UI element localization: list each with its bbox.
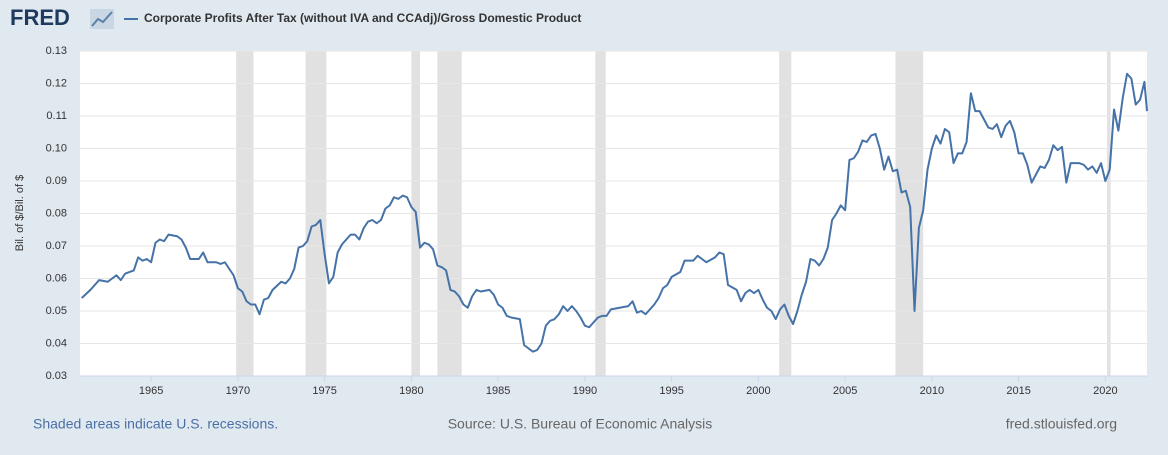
x-tick-label: 2005 <box>833 385 857 397</box>
legend-label: Corporate Profits After Tax (without IVA… <box>144 11 581 25</box>
source: Source: U.S. Bureau of Economic Analysis <box>448 416 713 432</box>
data-line <box>81 72 1148 353</box>
y-tick-label: 0.03 <box>46 370 67 382</box>
x-tick-label: 1965 <box>139 385 163 397</box>
x-tick-label: 2015 <box>1006 385 1030 397</box>
x-tick-label: 2010 <box>920 385 944 397</box>
y-tick-label: 0.12 <box>46 77 67 89</box>
recession-note: Shaded areas indicate U.S. recessions. <box>33 416 278 432</box>
y-tick-label: 0.05 <box>46 305 67 317</box>
x-tick-label: 1975 <box>312 385 336 397</box>
logo[interactable]: FRED <box>10 5 70 30</box>
y-tick-label: 0.11 <box>46 110 67 122</box>
x-tick-label: 1970 <box>226 385 250 397</box>
y-axis-label: Bil. of $/Bil. of $ <box>14 175 26 251</box>
y-tick-label: 0.10 <box>46 142 67 154</box>
x-tick-label: 2000 <box>746 385 770 397</box>
y-tick-label: 0.13 <box>46 45 67 57</box>
y-tick-label: 0.08 <box>46 207 67 219</box>
y-tick-label: 0.06 <box>46 272 67 284</box>
y-tick-label: 0.07 <box>46 240 67 252</box>
x-tick-label: 1985 <box>486 385 510 397</box>
x-tick-label: 1980 <box>399 385 423 397</box>
y-tick-label: 0.04 <box>46 337 67 349</box>
x-tick-label: 1995 <box>659 385 683 397</box>
logo-icon <box>90 9 114 29</box>
y-tick-label: 0.09 <box>46 175 67 187</box>
x-tick-label: 1990 <box>573 385 597 397</box>
site[interactable]: fred.stlouisfed.org <box>1006 416 1117 432</box>
x-tick-label: 2020 <box>1093 385 1117 397</box>
